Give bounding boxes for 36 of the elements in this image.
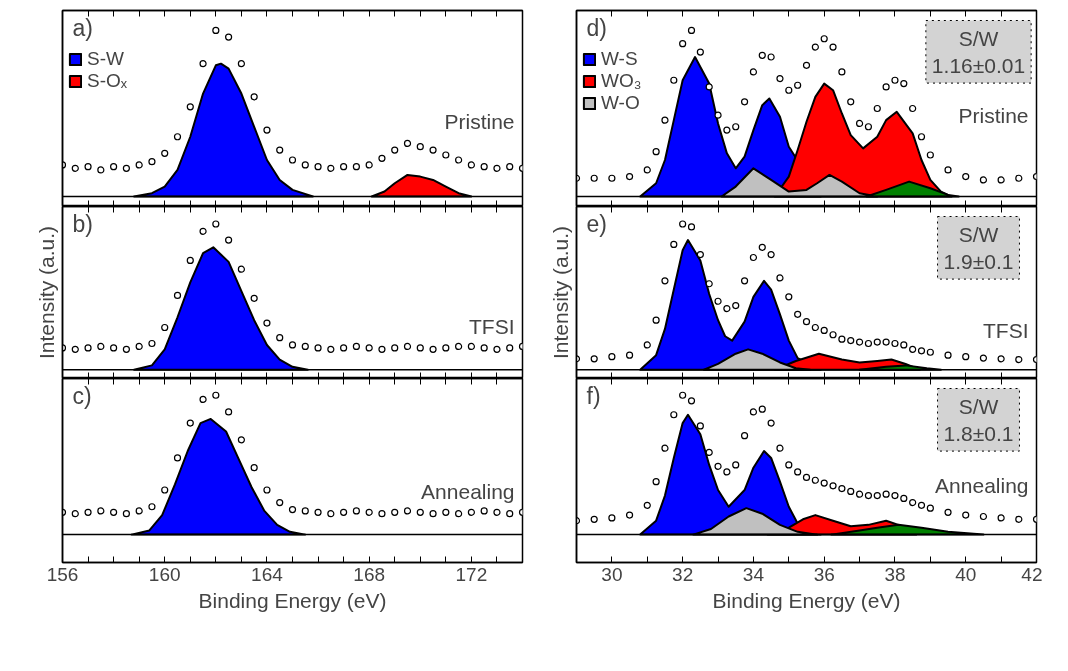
annotation: b) <box>72 210 93 237</box>
x-tick-label: 32 <box>672 563 694 585</box>
x-tick-label: 38 <box>884 563 906 585</box>
x-tick-label: 164 <box>251 563 284 585</box>
legend-label: S-W <box>87 48 124 70</box>
legend-label: WO₃ <box>601 70 642 92</box>
x-tick-label: 42 <box>1021 563 1043 585</box>
annotation: Pristine <box>444 110 515 134</box>
legend-label: W-S <box>601 48 638 70</box>
annotation: Annealing <box>935 473 1029 497</box>
annotation: TFSI <box>469 314 515 338</box>
x-tick-label: 34 <box>742 563 765 585</box>
annotation: f) <box>586 382 601 409</box>
annotation: Pristine <box>958 103 1029 127</box>
x-tick-label: 36 <box>813 563 835 585</box>
annotation: S/W 1.16±0.01 <box>931 26 1026 78</box>
y-axis-title: Intensity (a.u.) <box>548 225 572 360</box>
annotation: c) <box>72 382 92 409</box>
x-tick-label: 40 <box>955 563 977 585</box>
x-tick-label: 172 <box>455 563 488 585</box>
annotation: Annealing <box>421 479 515 503</box>
annotation: S/W 1.8±0.1 <box>943 394 1014 446</box>
annotation: e) <box>586 210 607 237</box>
x-axis-title: Binding Energy (eV) <box>198 588 387 612</box>
annotation: a) <box>72 14 93 41</box>
annotation: d) <box>586 14 607 41</box>
x-tick-label: 168 <box>353 563 386 585</box>
legend-label: S-Oₓ <box>87 70 128 92</box>
x-tick-label: 156 <box>46 563 79 585</box>
legend-label: W-O <box>601 92 640 114</box>
y-axis-title: Intensity (a.u.) <box>34 225 58 360</box>
x-axis-title: Binding Energy (eV) <box>712 588 901 612</box>
x-tick-label: 160 <box>148 563 181 585</box>
x-tick-label: 30 <box>601 563 623 585</box>
annotation: TFSI <box>983 319 1029 343</box>
annotation: S/W 1.9±0.1 <box>943 222 1014 274</box>
